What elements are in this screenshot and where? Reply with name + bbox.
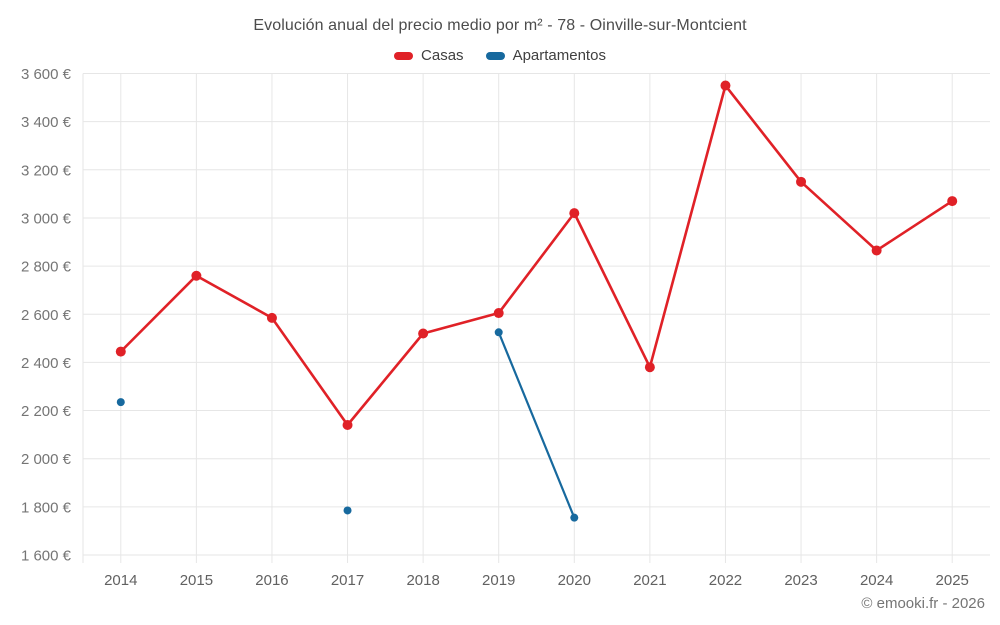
- x-axis-label: 2015: [180, 572, 213, 589]
- x-axis-label: 2016: [255, 572, 288, 589]
- copyright-credit: © emooki.fr - 2026: [861, 595, 985, 612]
- data-point-casas-2020[interactable]: [569, 208, 580, 219]
- data-point-casas-2023[interactable]: [796, 176, 807, 187]
- series-segment-casas: [724, 84, 803, 184]
- y-axis-label: 3 600 €: [21, 66, 72, 83]
- series-segment-casas: [497, 211, 576, 315]
- x-axis-label: 2021: [633, 572, 666, 589]
- y-axis-label: 3 200 €: [21, 162, 72, 179]
- x-axis-label: 2014: [104, 572, 137, 589]
- legend-item-apartamentos[interactable]: Apartamentos: [485, 47, 606, 64]
- y-axis-label: 1 600 €: [21, 548, 72, 565]
- x-axis-label: 2020: [558, 572, 591, 589]
- chart-legend: Casas Apartamentos: [0, 47, 1000, 64]
- y-axis-label: 3 000 €: [21, 210, 72, 227]
- y-axis-label: 2 800 €: [21, 259, 72, 276]
- x-axis-label: 2022: [709, 572, 742, 589]
- data-point-apartamentos-2020[interactable]: [570, 513, 579, 522]
- data-point-casas-2017[interactable]: [342, 419, 353, 430]
- y-axis-label: 2 200 €: [21, 403, 72, 420]
- data-point-casas-2019[interactable]: [493, 308, 504, 319]
- series-segment-casas: [421, 311, 501, 335]
- data-point-casas-2014[interactable]: [115, 346, 126, 357]
- data-point-casas-2021[interactable]: [644, 362, 655, 373]
- data-point-casas-2022[interactable]: [720, 80, 731, 91]
- x-axis-label: 2025: [936, 572, 969, 589]
- x-axis-label: 2019: [482, 572, 515, 589]
- y-axis-label: 2 600 €: [21, 307, 72, 324]
- series-segment-apartamentos: [497, 331, 576, 519]
- legend-swatch-casas: [394, 51, 414, 60]
- data-point-apartamentos-2014[interactable]: [116, 398, 125, 407]
- data-point-apartamentos-2017[interactable]: [343, 506, 352, 515]
- series-segment-casas: [270, 316, 349, 427]
- series-segment-casas: [195, 274, 274, 320]
- y-axis-label: 2 000 €: [21, 451, 72, 468]
- data-point-casas-2016[interactable]: [266, 312, 277, 323]
- y-axis-label: 2 400 €: [21, 355, 72, 372]
- y-axis-label: 3 400 €: [21, 114, 72, 131]
- x-axis-label: 2023: [784, 572, 817, 589]
- legend-label-apartamentos: Apartamentos: [512, 47, 606, 64]
- x-axis-label: 2024: [860, 572, 893, 589]
- chart-title: Evolución anual del precio medio por m² …: [253, 17, 747, 34]
- legend-swatch-apartamentos: [485, 51, 505, 60]
- data-point-casas-2015[interactable]: [191, 270, 202, 281]
- series-segment-casas: [346, 332, 425, 427]
- legend-label-casas: Casas: [421, 47, 464, 64]
- series-segment-casas: [875, 199, 954, 252]
- x-axis-label: 2017: [331, 572, 364, 589]
- x-axis-label: 2018: [406, 572, 439, 589]
- data-point-apartamentos-2019[interactable]: [494, 328, 503, 337]
- data-point-casas-2025[interactable]: [947, 196, 958, 207]
- data-point-casas-2024[interactable]: [871, 245, 882, 256]
- y-axis-label: 1 800 €: [21, 499, 72, 516]
- legend-item-casas[interactable]: Casas: [394, 47, 464, 64]
- series-segment-casas: [572, 211, 652, 369]
- series-segment-casas: [799, 180, 878, 252]
- data-point-casas-2018[interactable]: [418, 328, 429, 339]
- series-segment-casas: [119, 274, 198, 353]
- series-segment-casas: [648, 84, 727, 369]
